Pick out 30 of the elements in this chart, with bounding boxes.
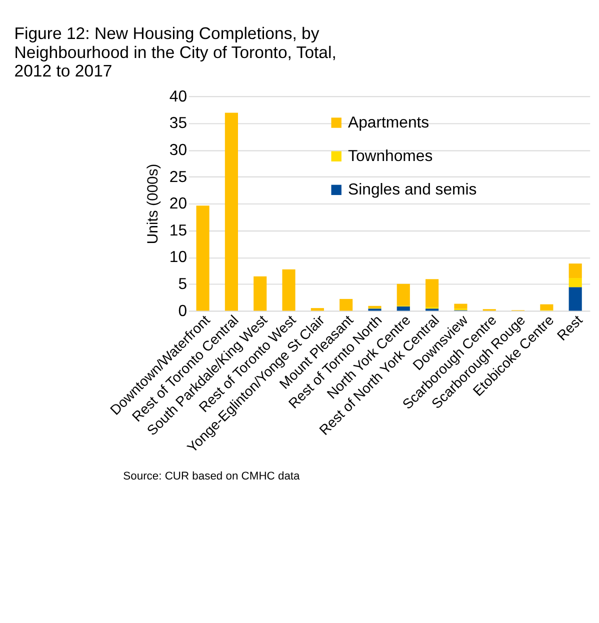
bar (368, 306, 382, 308)
source-note: Source: CUR based on CMHC data (123, 470, 301, 483)
bar (426, 279, 439, 307)
bar (254, 276, 267, 311)
bar (310, 308, 324, 311)
bar (568, 287, 582, 311)
y-tick-label: 25 (169, 168, 188, 186)
bar (196, 206, 210, 311)
y-tick-label: 10 (169, 249, 188, 266)
bar (568, 278, 582, 288)
bar (282, 269, 296, 311)
legend-label: Townhomes (348, 148, 433, 165)
y-tick-label: 0 (178, 302, 188, 320)
bar (454, 304, 468, 309)
bar (540, 304, 554, 310)
bar (224, 112, 238, 311)
y-tick-label: 35 (169, 115, 188, 132)
y-tick-label: 20 (169, 196, 188, 213)
y-tick-label: 30 (169, 142, 188, 159)
y-tick-label: 40 (169, 88, 188, 106)
chart-title: Figure 12: New Housing Completions, by Neighbourhood in the City of Toronto, Total, 2012 to 2017 (14, 24, 336, 81)
legend-label: Apartments (348, 114, 430, 132)
y-tick-label: 5 (178, 276, 188, 294)
legend-label: Singles and semis (348, 182, 477, 199)
bar (568, 264, 582, 278)
bar (396, 284, 410, 306)
bar (396, 306, 410, 311)
bar (340, 298, 353, 311)
y-axis-title: Units (000s) (144, 164, 162, 244)
y-tick-label: 15 (169, 222, 188, 240)
